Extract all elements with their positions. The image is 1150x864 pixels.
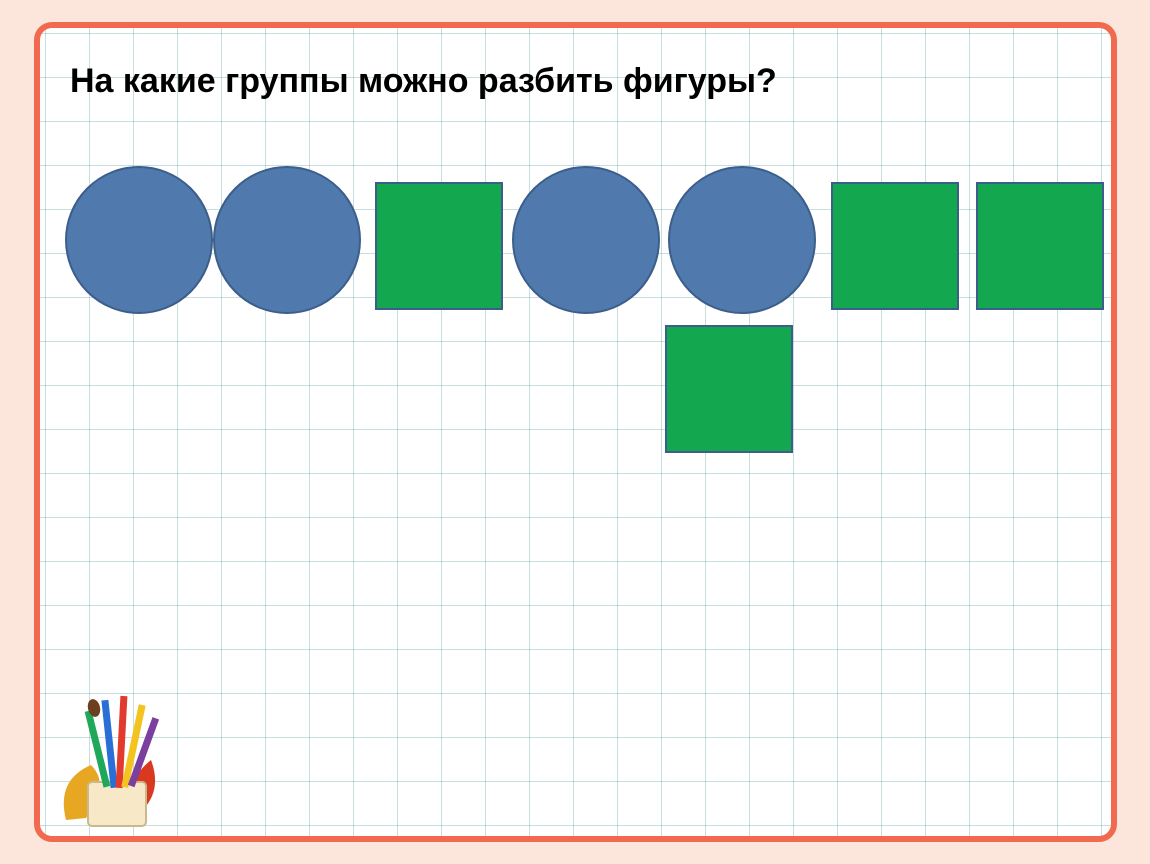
- square-shape-7: [976, 182, 1104, 310]
- square-shape-3: [375, 182, 503, 310]
- school-supplies-icon: [56, 690, 186, 830]
- square-shape-8: [665, 325, 793, 453]
- circle-shape-4: [512, 166, 660, 314]
- circle-shape-5: [668, 166, 816, 314]
- question-title: На какие группы можно разбить фигуры?: [70, 62, 777, 101]
- grid-background: [40, 28, 1111, 836]
- square-shape-6: [831, 182, 959, 310]
- circle-shape-2: [213, 166, 361, 314]
- circle-shape-1: [65, 166, 213, 314]
- slide-frame: На какие группы можно разбить фигуры?: [34, 22, 1117, 842]
